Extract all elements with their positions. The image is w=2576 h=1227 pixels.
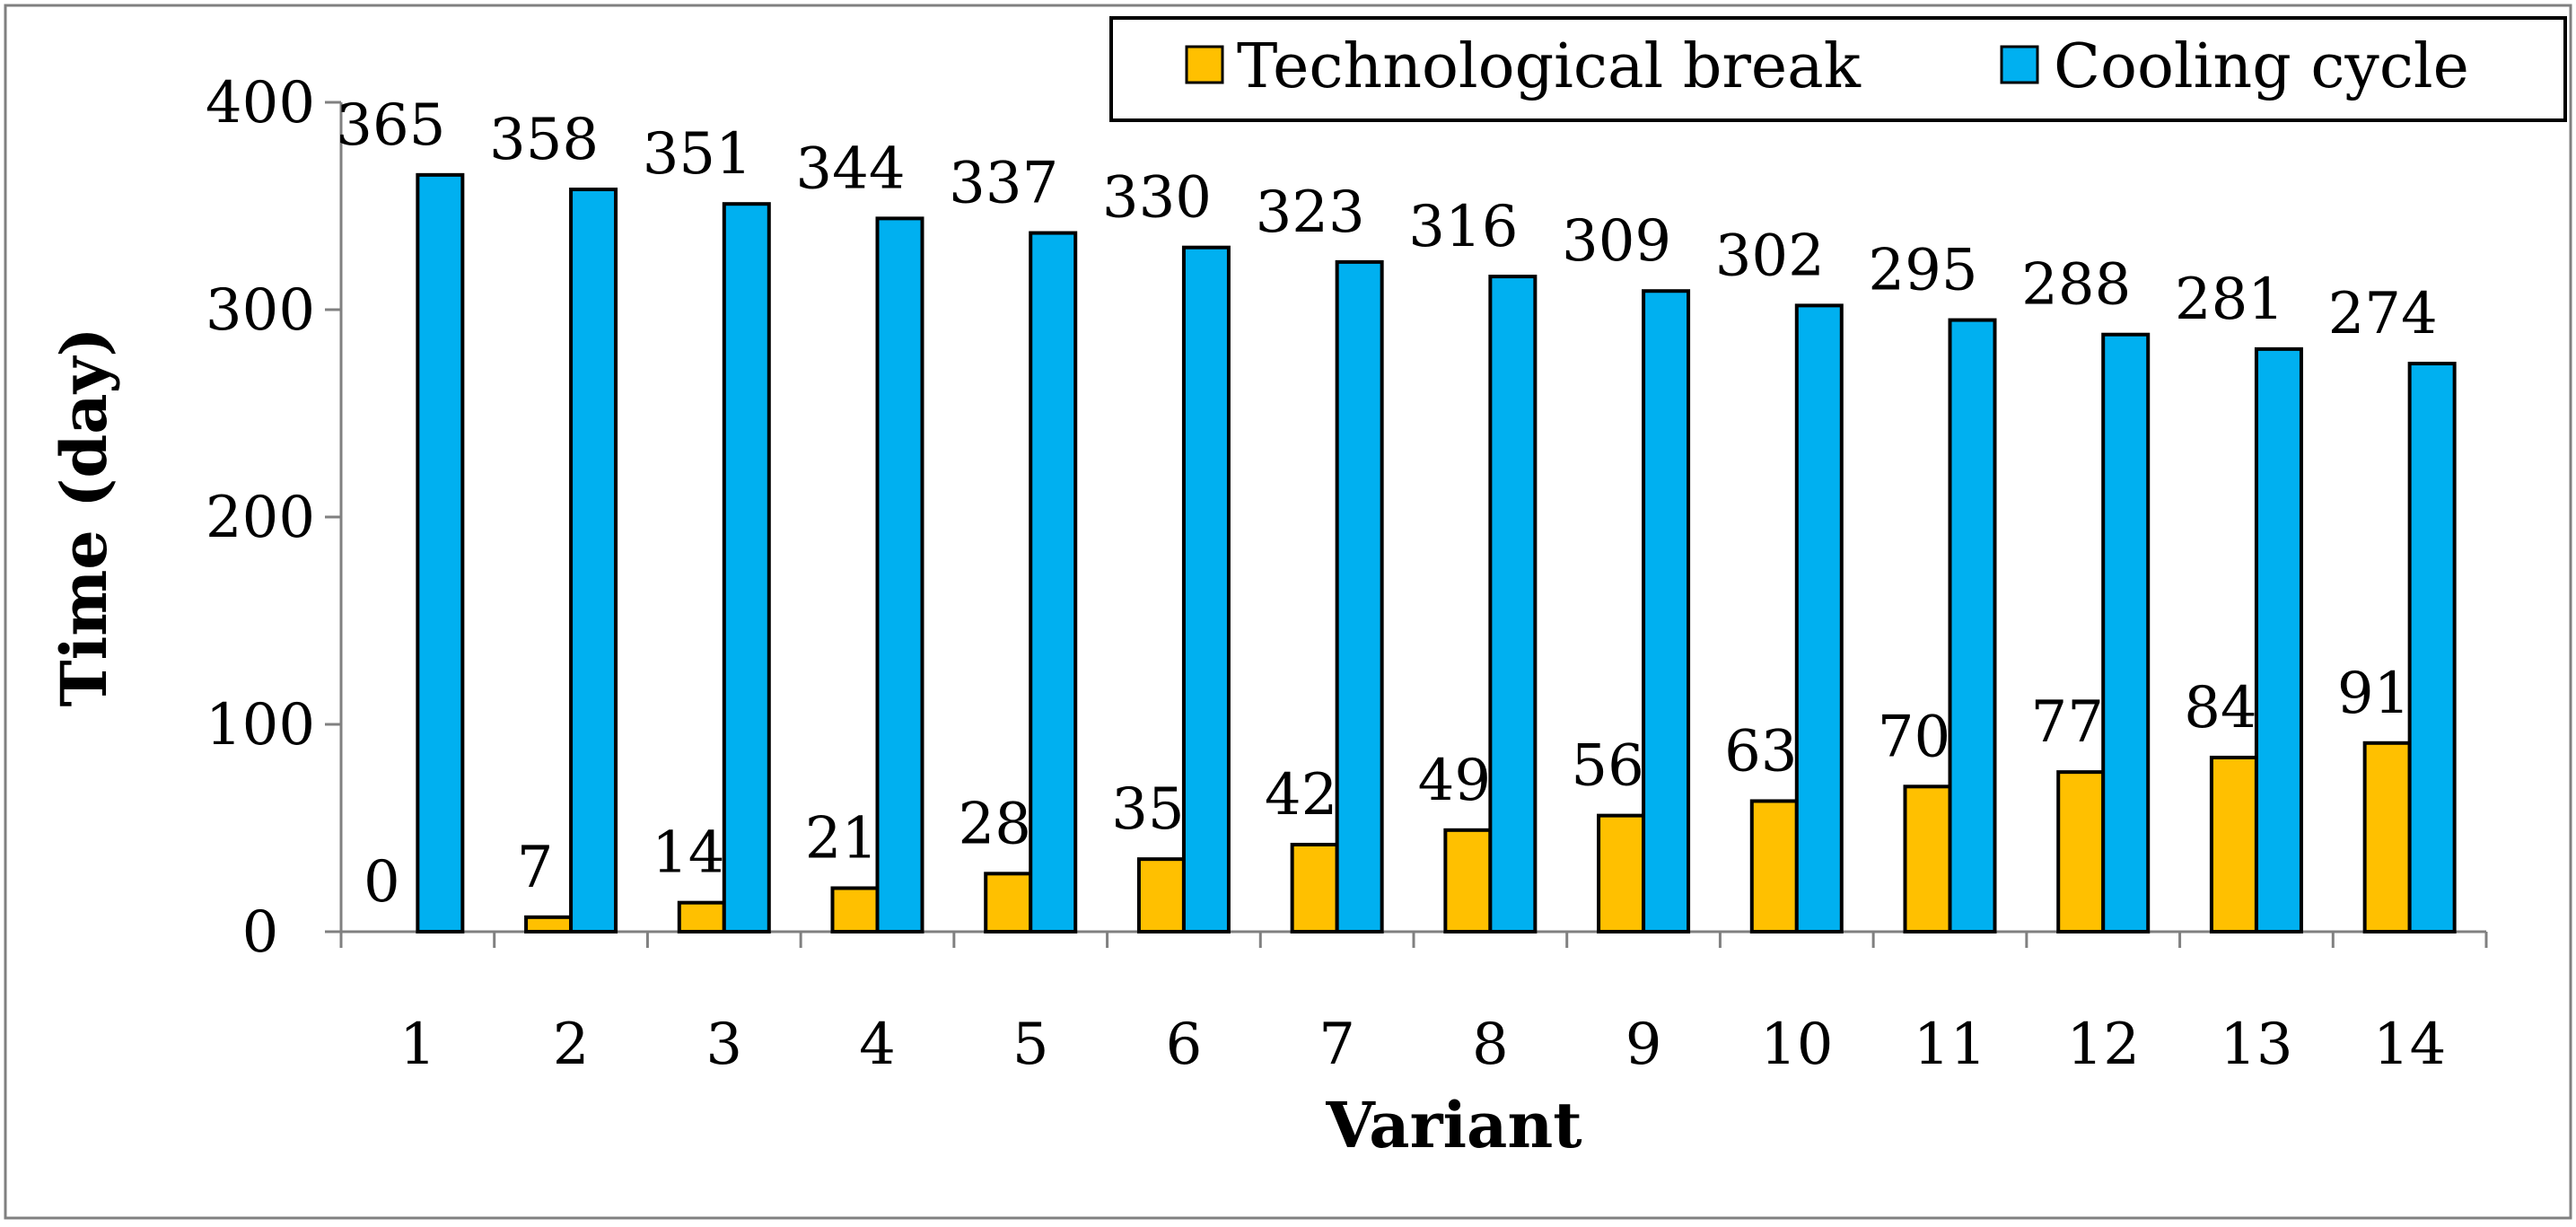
data-label-technological-break: 49 <box>1418 748 1491 814</box>
data-label-cooling-cycle: 337 <box>949 151 1058 217</box>
x-tick-label: 12 <box>2066 1012 2139 1078</box>
bar-cooling-cycle <box>569 188 618 933</box>
data-label-cooling-cycle: 330 <box>1102 165 1212 232</box>
bar-technological-break <box>830 886 880 933</box>
x-tick-label: 1 <box>399 1012 436 1078</box>
data-label-cooling-cycle: 309 <box>1562 208 1671 275</box>
y-axis-title: Time (day) <box>47 328 121 707</box>
bar-technological-break <box>2362 741 2412 933</box>
data-label-cooling-cycle: 281 <box>2175 267 2284 333</box>
bar-technological-break <box>2209 755 2258 934</box>
bar-cooling-cycle <box>1794 303 1844 933</box>
y-ticks: 0 100 200 300 400 <box>206 70 341 966</box>
x-tick-label: 6 <box>1166 1012 1203 1078</box>
data-labels: 0 365 7 358 14 351 21 344 28 337 35 330 42 323 49 316 56… <box>336 92 2437 916</box>
y-tick-label: 400 <box>206 70 315 136</box>
data-label-technological-break: 0 <box>364 849 400 916</box>
data-label-technological-break: 21 <box>805 805 878 872</box>
data-label-technological-break: 28 <box>958 791 1030 857</box>
x-axis-title: Variant <box>1325 1088 1582 1162</box>
bars <box>416 172 2457 934</box>
data-label-cooling-cycle: 274 <box>2328 281 2438 347</box>
bar-cooling-cycle <box>1642 289 1691 933</box>
x-tick-label: 8 <box>1472 1012 1509 1078</box>
data-label-technological-break: 91 <box>2337 661 2410 727</box>
x-tick-label: 5 <box>1012 1012 1049 1078</box>
bar-technological-break <box>1290 842 1339 933</box>
legend: Technological break Cooling cycle <box>1109 16 2567 122</box>
data-label-cooling-cycle: 288 <box>2021 252 2131 319</box>
y-tick-label: 100 <box>206 692 315 758</box>
bar-technological-break <box>2056 770 2106 933</box>
bar-technological-break <box>1597 813 1646 934</box>
data-label-cooling-cycle: 358 <box>489 107 599 173</box>
data-label-cooling-cycle: 302 <box>1715 223 1825 289</box>
x-tick-label: 4 <box>859 1012 896 1078</box>
bar-technological-break <box>1749 799 1799 933</box>
data-label-technological-break: 77 <box>2030 689 2103 756</box>
bar-cooling-cycle <box>416 172 465 934</box>
data-label-technological-break: 7 <box>517 835 554 901</box>
bar-technological-break <box>524 915 574 934</box>
data-label-technological-break: 14 <box>652 820 724 887</box>
data-label-technological-break: 63 <box>1724 718 1797 784</box>
data-label-cooling-cycle: 344 <box>795 136 905 202</box>
legend-swatch-technological-break <box>1185 45 1224 84</box>
bar-cooling-cycle <box>1181 245 1231 933</box>
bar-cooling-cycle <box>2101 332 2151 934</box>
legend-label-cooling-cycle: Cooling cycle <box>2054 31 2469 102</box>
data-label-technological-break: 70 <box>1878 704 1950 770</box>
bar-technological-break <box>1903 784 1952 933</box>
data-label-cooling-cycle: 351 <box>643 121 752 188</box>
x-tick-label: 9 <box>1625 1012 1662 1078</box>
x-tick-label: 14 <box>2373 1012 2446 1078</box>
x-tick-label: 11 <box>1914 1012 1986 1078</box>
x-tick-label: 10 <box>1760 1012 1833 1078</box>
bar-cooling-cycle <box>1335 259 1384 933</box>
bar-cooling-cycle <box>2407 362 2457 933</box>
x-ticks: 1 2 3 4 5 6 7 8 9 10 11 12 13 14 <box>339 932 2488 1078</box>
data-label-cooling-cycle: 316 <box>1408 194 1518 260</box>
data-label-technological-break: 56 <box>1571 733 1643 800</box>
data-label-cooling-cycle: 365 <box>336 92 445 159</box>
y-tick-label: 300 <box>206 277 315 344</box>
bar-cooling-cycle <box>875 216 924 934</box>
y-tick-label: 200 <box>206 485 315 551</box>
legend-swatch-cooling-cycle <box>2000 45 2039 84</box>
data-label-technological-break: 84 <box>2184 675 2256 741</box>
bar-technological-break <box>677 900 726 933</box>
x-tick-label: 7 <box>1319 1012 1355 1078</box>
legend-label-technological-break: Technological break <box>1237 31 1862 102</box>
y-tick-label: 0 <box>242 899 279 966</box>
data-label-cooling-cycle: 323 <box>1256 180 1365 246</box>
bar-technological-break <box>984 872 1033 934</box>
x-tick-label: 3 <box>705 1012 742 1078</box>
bar-technological-break <box>1136 857 1186 934</box>
bar-cooling-cycle <box>1488 275 1538 934</box>
x-tick-label: 2 <box>553 1012 590 1078</box>
bar-cooling-cycle <box>722 202 771 933</box>
x-tick-label: 13 <box>2220 1012 2292 1078</box>
bar-cooling-cycle <box>2254 346 2303 933</box>
bar-technological-break <box>1443 828 1493 933</box>
bar-cooling-cycle <box>1029 231 1078 933</box>
data-label-technological-break: 35 <box>1111 776 1184 843</box>
data-label-cooling-cycle: 295 <box>1868 238 1977 304</box>
data-label-technological-break: 42 <box>1265 762 1337 828</box>
legend-box <box>1109 16 2567 122</box>
bar-cooling-cycle <box>1948 318 1997 933</box>
